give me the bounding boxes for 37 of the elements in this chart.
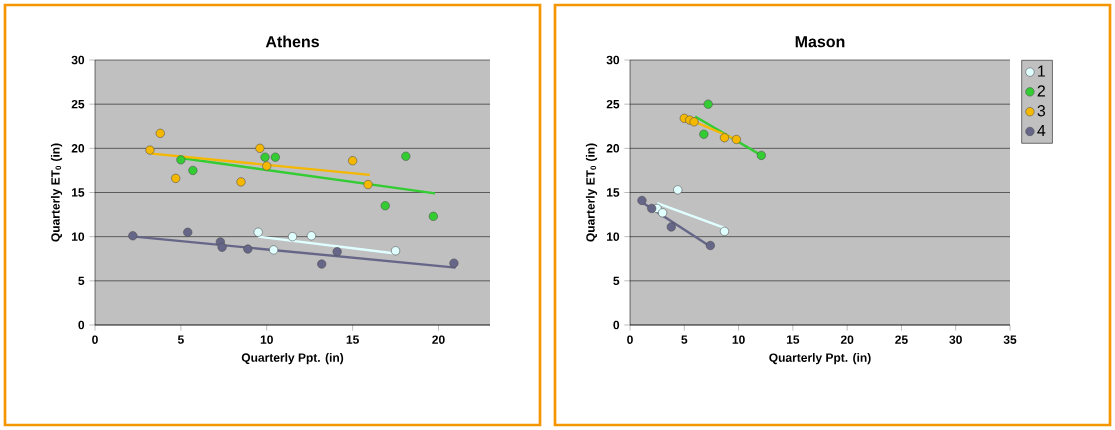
y-tick-label: 20	[606, 144, 620, 153]
y-tick-label: 15	[607, 188, 620, 197]
y-tick-label: 0	[613, 320, 620, 330]
x-tick-label: 15	[786, 335, 800, 344]
x-tick-label: 15	[346, 335, 359, 344]
y-tick-label: 10	[72, 232, 85, 241]
x-tick-label: 30	[949, 335, 962, 344]
y-tick-label: 30	[71, 55, 85, 65]
y-tick-label: 15	[72, 188, 85, 197]
x-tick-label: 25	[895, 335, 908, 344]
x-tick-label: 0	[92, 335, 98, 344]
y-tick-label: 0	[78, 320, 85, 330]
chart-title: Mason	[795, 36, 845, 48]
y-tick-label: 25	[71, 99, 85, 109]
y-axis-title: Quarterly ET$_{0}$ (in)	[50, 143, 63, 242]
x-axis-title: Quarterly Ppt. (in)	[241, 353, 344, 365]
x-axis-title: Quarterly Ppt. (in)	[769, 353, 871, 365]
y-tick-label: 5	[613, 276, 620, 286]
legend-label: 1	[1038, 65, 1045, 77]
legend-label: 2	[1037, 85, 1045, 97]
chart-title: Athens	[265, 35, 319, 48]
x-tick-label: 35	[1003, 335, 1017, 344]
x-tick-label: 10	[732, 335, 745, 344]
y-tick-label: 30	[606, 55, 620, 65]
x-tick-label: 20	[432, 335, 445, 344]
legend-label: 3	[1037, 105, 1046, 117]
y-tick-label: 20	[71, 144, 85, 153]
x-tick-label: 5	[177, 335, 184, 344]
y-axis-title: Quarterly ET$_{0}$ (in)	[585, 143, 598, 242]
legend-label: 4	[1037, 124, 1046, 136]
x-tick-label: 20	[840, 335, 854, 344]
y-tick-label: 10	[607, 232, 620, 241]
y-tick-label: 5	[78, 276, 85, 286]
x-tick-label: 0	[627, 335, 633, 344]
y-tick-label: 25	[606, 99, 620, 109]
x-tick-label: 5	[681, 335, 688, 344]
x-tick-label: 10	[260, 335, 273, 344]
